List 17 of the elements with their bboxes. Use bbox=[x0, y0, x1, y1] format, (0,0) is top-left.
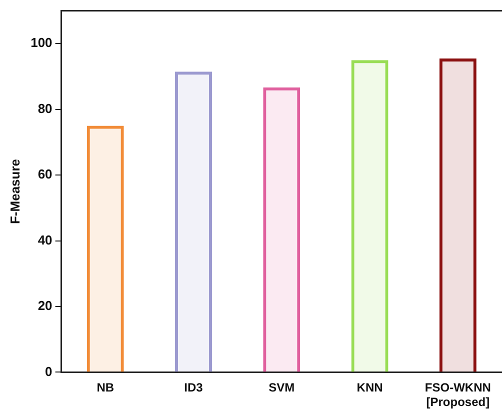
bar bbox=[174, 72, 212, 372]
x-tick-label: FSO-WKNN [Proposed] bbox=[424, 380, 491, 410]
y-tick-label: 60 bbox=[38, 166, 52, 182]
x-tick-label: ID3 bbox=[184, 380, 204, 395]
y-tick-label: 80 bbox=[38, 100, 52, 116]
x-tick-label: SVM bbox=[268, 380, 295, 395]
x-tick-label: KNN bbox=[356, 380, 383, 395]
bar bbox=[351, 60, 388, 372]
x-tick-label: NB bbox=[96, 380, 114, 395]
bar bbox=[439, 58, 476, 372]
y-axis-title: F-Measure bbox=[7, 158, 22, 224]
y-tick-label: 0 bbox=[45, 364, 52, 379]
bar bbox=[263, 87, 300, 372]
y-tick-label: 40 bbox=[38, 232, 52, 248]
y-tick-label: 100 bbox=[30, 35, 52, 50]
y-tick-label: 20 bbox=[38, 298, 52, 314]
bar bbox=[86, 126, 124, 372]
